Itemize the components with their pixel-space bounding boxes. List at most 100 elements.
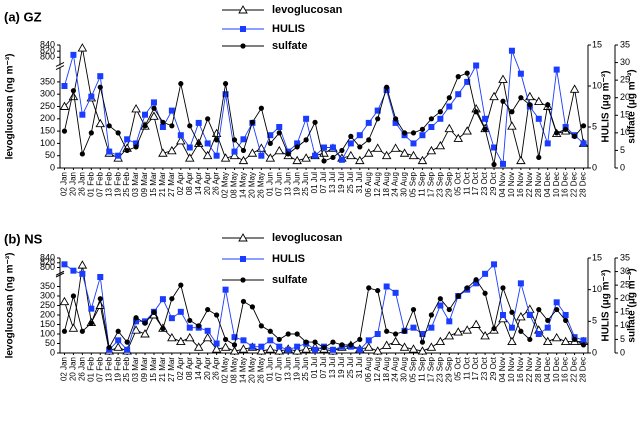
data-point [419, 331, 426, 337]
data-point [177, 132, 184, 139]
data-point [59, 296, 70, 306]
y3-tick-label: 0 [620, 162, 625, 172]
data-point [187, 123, 193, 129]
legend-label: levoglucosan [272, 4, 343, 16]
data-point [366, 285, 372, 291]
data-point [464, 70, 470, 76]
x-tick-label: 30 Aug [400, 172, 409, 197]
data-point [356, 132, 363, 139]
data-point [77, 43, 88, 52]
data-point [256, 346, 267, 355]
x-tick-label: 23 Oct [480, 171, 489, 195]
x-tick-label: 13 Jul [328, 357, 337, 379]
data-point [303, 339, 309, 345]
data-point [187, 317, 193, 324]
data-point [220, 342, 231, 351]
data-point [202, 150, 213, 160]
data-point [518, 328, 524, 334]
y-tick-label: 840 [40, 252, 55, 262]
y3-axis-title: sulfate (μg m⁻³) [627, 69, 638, 143]
x-tick-label: 07 Jun [274, 357, 283, 381]
y2-tick-label: 0 [592, 162, 597, 172]
data-point [535, 331, 542, 337]
x-tick-label: 01 Jul [310, 172, 319, 194]
legend-marker [240, 26, 246, 32]
data-point [560, 336, 571, 346]
data-point [428, 324, 435, 331]
data-point [551, 332, 562, 342]
data-point [258, 323, 264, 329]
data-point [124, 136, 131, 143]
x-tick-label: 11 Oct [462, 356, 471, 380]
y2-axis-title: HULIS (μg m⁻³) [601, 270, 612, 342]
data-point [168, 315, 175, 322]
legend-label: HULIS [272, 253, 305, 265]
data-point [169, 123, 175, 129]
y-tick-label: 100 [40, 328, 55, 338]
y-tick-label: 840 [40, 39, 55, 49]
data-point [77, 260, 88, 269]
data-point [267, 337, 274, 344]
data-point [214, 137, 220, 143]
data-point [348, 342, 354, 348]
y2-axis-title: HULIS (μg m⁻³) [601, 71, 612, 143]
data-point [240, 136, 247, 143]
data-point [446, 103, 453, 110]
x-tick-label: 26 Apr [212, 172, 221, 195]
data-point [61, 261, 68, 268]
x-tick-label: 17 Oct [471, 356, 480, 380]
data-point [249, 304, 256, 310]
data-point [383, 283, 390, 290]
data-point [312, 119, 318, 125]
x-tick-label: 25 Jun [301, 357, 310, 381]
data-point [79, 270, 86, 277]
data-point [160, 119, 166, 125]
data-point [580, 123, 587, 129]
x-tick-label: 01 Feb [86, 356, 95, 381]
x-tick-label: 26 May [256, 357, 265, 383]
x-tick-label: 22 Dec [570, 357, 579, 382]
data-point [176, 136, 186, 145]
data-point [329, 346, 336, 353]
data-point [265, 344, 276, 353]
data-point [88, 93, 95, 100]
data-point [222, 336, 229, 343]
y-tick-label: 800 [40, 262, 55, 272]
data-point [544, 140, 551, 147]
data-point [347, 140, 354, 147]
x-tick-label: 29 Oct [489, 171, 498, 195]
data-point [554, 306, 560, 313]
data-point [276, 124, 283, 130]
y2-tick-label: 15 [592, 39, 602, 49]
data-point [517, 70, 524, 77]
x-tick-label: 07 Jul [319, 172, 328, 194]
data-point [464, 285, 470, 291]
data-point [168, 107, 175, 114]
data-point [265, 153, 276, 162]
data-point [527, 102, 533, 108]
x-tick-label: 16 Nov [516, 172, 525, 197]
x-tick-label: 01 Feb [86, 171, 95, 196]
data-point [390, 336, 401, 346]
data-point [229, 346, 240, 355]
y3-axis-title: sulfate (μg m⁻³) [627, 268, 638, 342]
data-point [195, 119, 202, 126]
data-point [184, 153, 195, 162]
y-tick-label: 50 [45, 338, 55, 348]
x-tick-label: 14 May [239, 357, 248, 383]
data-point [339, 147, 345, 154]
data-point [231, 148, 238, 155]
x-tick-label: 30 Aug [400, 357, 409, 382]
data-point [177, 308, 184, 315]
y-tick-label: 0 [50, 162, 55, 172]
y3-tick-label: 20 [620, 293, 630, 303]
legend-label: sulfate [272, 40, 307, 52]
data-point [455, 74, 461, 80]
data-point [205, 116, 211, 122]
data-point [392, 116, 399, 122]
x-tick-label: 01 Jun [265, 357, 274, 381]
data-point [292, 346, 302, 355]
data-point [401, 328, 408, 334]
data-point [544, 324, 551, 331]
x-tick-label: 15 Mar [149, 172, 158, 197]
